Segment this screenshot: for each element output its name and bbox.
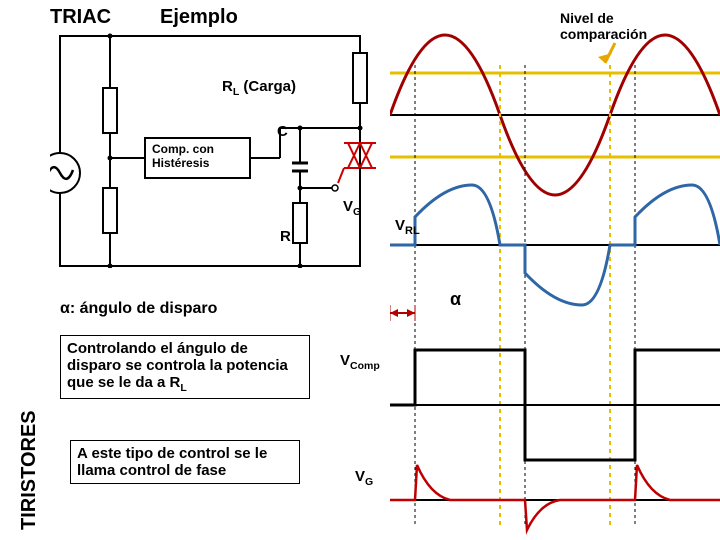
side-label: TIRISTORES bbox=[18, 410, 41, 530]
vcomp-text: V bbox=[340, 352, 350, 369]
vin-wave bbox=[390, 35, 720, 195]
vg2-sub: G bbox=[365, 476, 373, 488]
title-main: TRIAC bbox=[50, 6, 111, 29]
alpha-def: α: ángulo de disparo bbox=[60, 300, 217, 318]
phase-note: A este tipo de control se le llama contr… bbox=[70, 440, 300, 484]
control-text: Controlando el ángulo de disparo se cont… bbox=[67, 340, 288, 391]
vg-label: VG bbox=[343, 198, 361, 218]
comp-label2: Histéresis bbox=[152, 156, 209, 170]
alpha-marker: α bbox=[390, 289, 461, 321]
comparison-label: Nivel de bbox=[560, 10, 614, 26]
c-label: C bbox=[277, 123, 288, 140]
vg2-text: V bbox=[355, 468, 365, 485]
title-sub: Ejemplo bbox=[160, 6, 238, 29]
vcomp-wave bbox=[390, 350, 720, 460]
rl-paren: (Carga) bbox=[239, 78, 296, 95]
comp-label1: Comp. con bbox=[152, 142, 214, 156]
waveform-panel: Nivel de comparación bbox=[390, 5, 720, 535]
vg-wave bbox=[390, 465, 720, 530]
control-sub: L bbox=[180, 382, 186, 394]
control-note: Controlando el ángulo de disparo se cont… bbox=[60, 335, 310, 399]
vcomp-label: VComp bbox=[340, 352, 380, 372]
arrow-icon bbox=[598, 43, 615, 63]
vrl-wave: VRL bbox=[390, 185, 720, 305]
rl-label: RL (Carga) bbox=[222, 78, 296, 98]
rl-text: R bbox=[222, 78, 233, 95]
vg2-label: VG bbox=[355, 468, 373, 488]
alpha-def-text: : ángulo de disparo bbox=[70, 300, 218, 317]
vg-sub: G bbox=[353, 206, 361, 218]
schematic-diagram bbox=[50, 28, 380, 268]
vg-text: V bbox=[343, 198, 353, 215]
r-label: R bbox=[280, 228, 291, 245]
comparison-label2: comparación bbox=[560, 26, 647, 42]
svg-text:α: α bbox=[450, 289, 461, 309]
vertical-dashes-yellow bbox=[500, 65, 610, 525]
vcomp-sub: Comp bbox=[350, 360, 380, 372]
